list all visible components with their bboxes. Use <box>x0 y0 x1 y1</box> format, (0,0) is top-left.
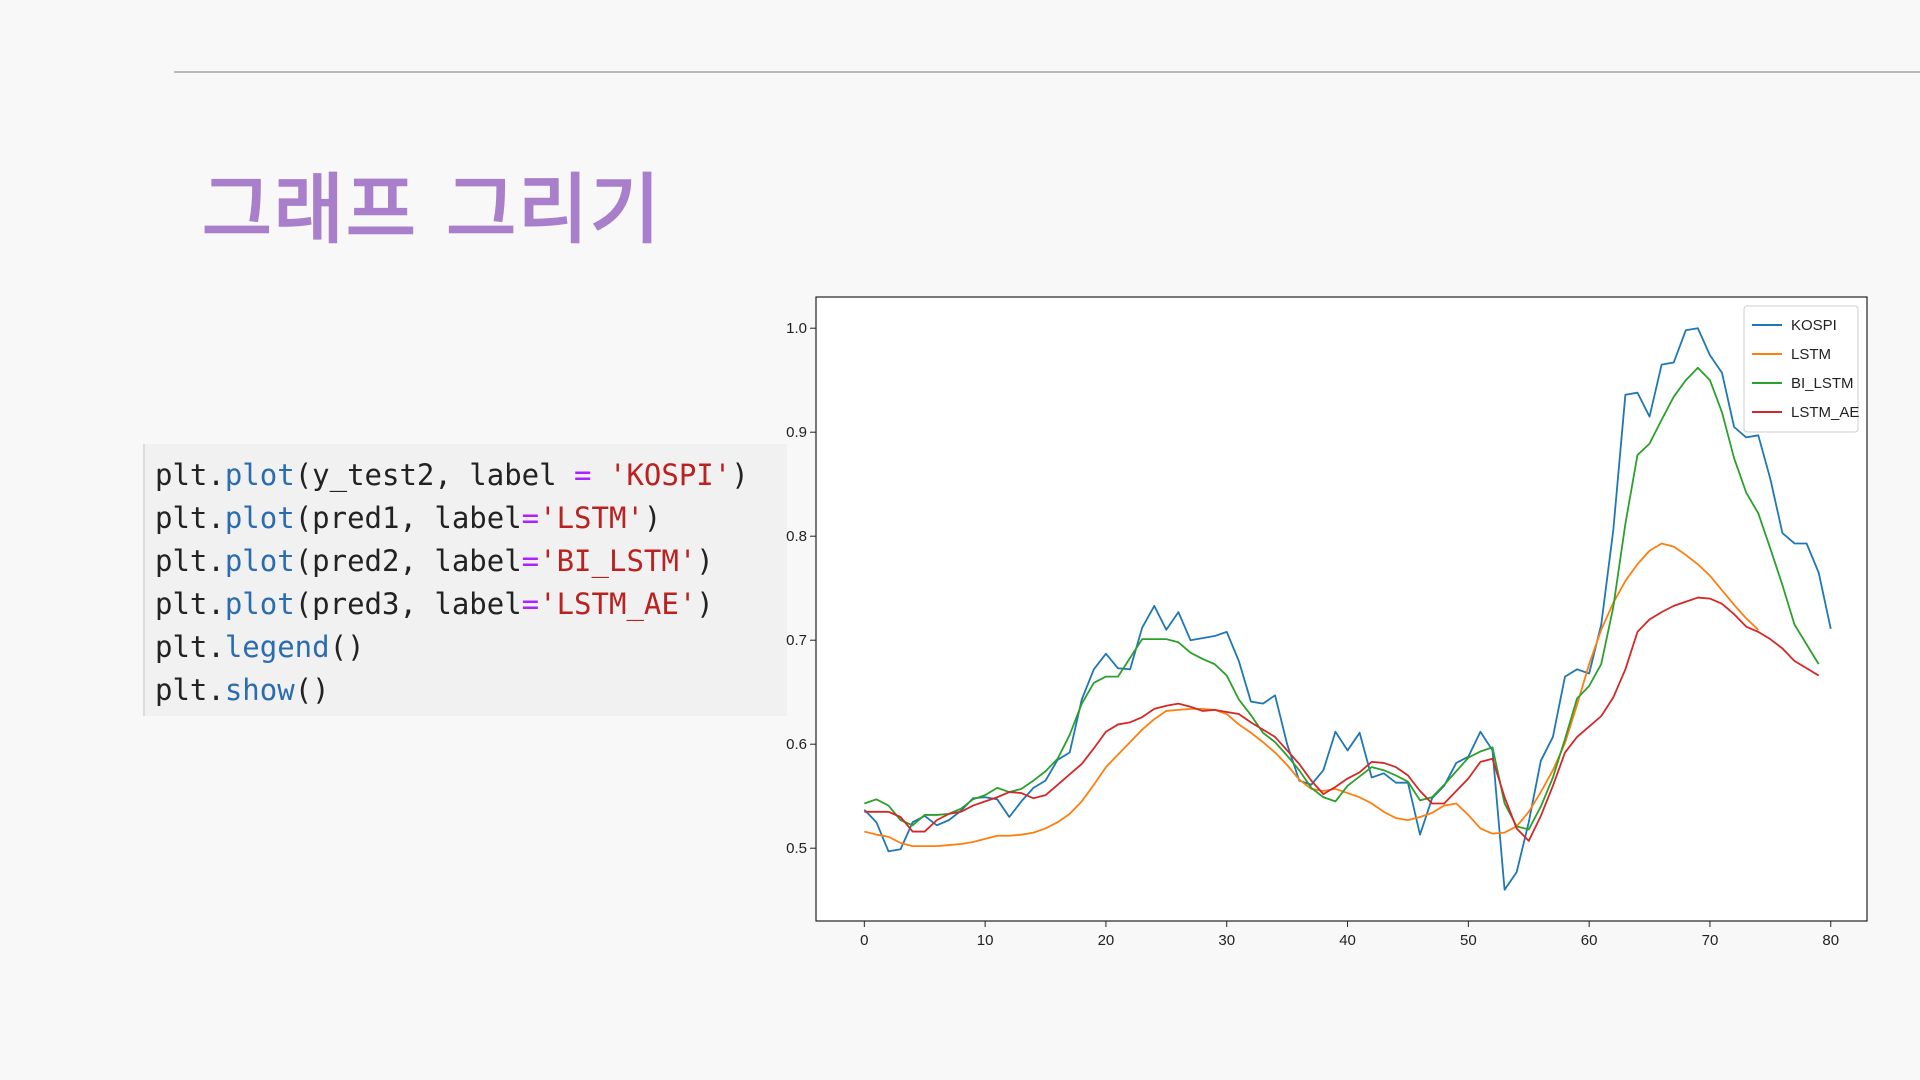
top-divider <box>174 71 1920 73</box>
code-token: (pred1, label <box>294 501 522 535</box>
x-tick-label: 20 <box>1098 932 1115 949</box>
code-token <box>592 458 609 492</box>
x-tick-label: 50 <box>1460 932 1477 949</box>
code-line: plt.plot(pred3, label='LSTM_AE') <box>155 583 787 626</box>
code-line: plt.plot(pred1, label='LSTM') <box>155 497 787 540</box>
code-token: 'LSTM' <box>539 501 644 535</box>
code-token: 'LSTM_AE' <box>539 587 697 621</box>
code-token: (y_test2, label <box>294 458 575 492</box>
slide-title: 그래프 그리기 <box>202 165 662 254</box>
code-token: ) <box>643 501 662 535</box>
code-token: plt. <box>155 587 225 621</box>
x-tick-label: 40 <box>1339 932 1356 949</box>
code-line: plt.plot(y_test2, label = 'KOSPI') <box>155 454 787 497</box>
series-line-bi_lstm <box>864 366 1820 831</box>
series-line-lstm <box>864 542 1759 848</box>
plot-background <box>816 297 1867 921</box>
code-token: 'KOSPI' <box>608 458 732 492</box>
y-tick-label: 0.9 <box>786 424 807 441</box>
code-token: = <box>574 458 592 492</box>
code-token: plt. <box>155 630 225 664</box>
x-tick-label: 80 <box>1822 932 1839 949</box>
code-line: plt.plot(pred2, label='BI_LSTM') <box>155 540 787 583</box>
code-token: () <box>294 673 330 707</box>
code-token: plot <box>224 458 295 492</box>
x-tick-label: 30 <box>1218 932 1235 949</box>
y-tick-label: 0.8 <box>786 528 807 545</box>
code-token: plot <box>224 501 295 535</box>
code-token: plot <box>224 544 295 578</box>
code-token: (pred2, label <box>294 544 522 578</box>
y-tick-label: 1.0 <box>786 320 807 337</box>
code-token: plt. <box>155 544 225 578</box>
code-token: = <box>521 501 540 535</box>
code-token: = <box>521 544 540 578</box>
code-line: plt.legend() <box>155 626 787 669</box>
code-token: () <box>329 630 365 664</box>
legend-label-lstm: LSTM <box>1791 346 1831 363</box>
y-tick-label: 0.5 <box>786 840 807 857</box>
code-token: ) <box>731 458 749 492</box>
plot-frame <box>815 296 1868 922</box>
x-tick-label: 0 <box>860 932 868 949</box>
y-tick-label: 0.6 <box>786 736 807 753</box>
code-block: plt.plot(y_test2, label = 'KOSPI') plt.pl… <box>143 444 787 716</box>
y-tick-label: 0.7 <box>786 632 807 649</box>
code-token: ) <box>696 544 714 578</box>
x-tick-label: 10 <box>977 932 994 949</box>
legend-label-lstm_ae: LSTM_AE <box>1791 404 1859 421</box>
code-token: plot <box>224 587 295 621</box>
series-line-kospi <box>863 327 1832 891</box>
code-token: (pred3, label <box>294 587 522 621</box>
code-token: show <box>224 673 295 707</box>
code-token: 'BI_LSTM' <box>539 544 697 578</box>
code-token: = <box>521 587 540 621</box>
code-line: plt.show() <box>155 669 787 712</box>
x-tick-label: 60 <box>1581 932 1598 949</box>
legend-label-bi_lstm: BI_LSTM <box>1791 375 1854 392</box>
legend-box <box>1743 305 1859 433</box>
code-token: plt. <box>155 501 225 535</box>
code-token: legend <box>224 630 330 664</box>
code-token: plt. <box>155 458 225 492</box>
code-token: plt. <box>155 673 225 707</box>
legend-label-kospi: KOSPI <box>1791 317 1837 334</box>
code-token: ) <box>696 587 714 621</box>
x-tick-label: 70 <box>1702 932 1719 949</box>
series-line-lstm_ae <box>864 596 1820 842</box>
